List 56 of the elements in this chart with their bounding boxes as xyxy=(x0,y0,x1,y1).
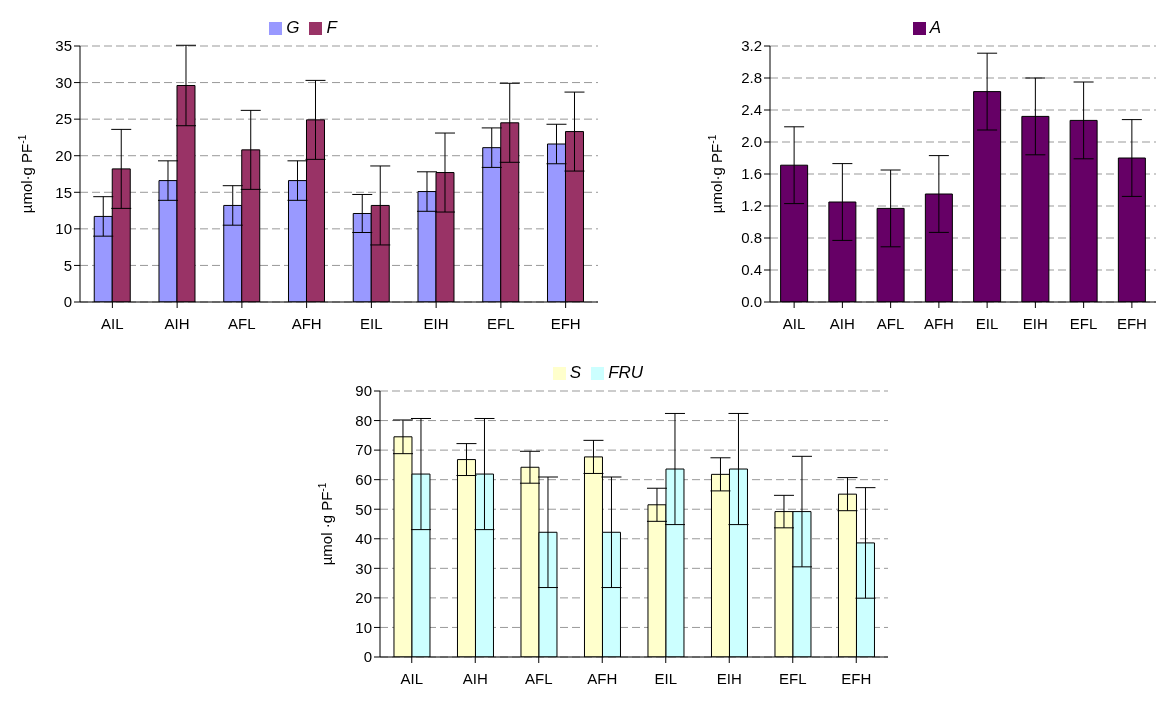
x-tick-label: AFH xyxy=(291,314,322,332)
y-tick-label: 20 xyxy=(55,147,72,165)
y-tick-label: 50 xyxy=(355,500,372,518)
x-tick-label: AIL xyxy=(782,314,806,332)
x-tick-label: AIL xyxy=(101,314,124,332)
x-tick-label: EFL xyxy=(778,669,807,687)
y-tick-label: 35 xyxy=(55,37,72,55)
y-tick-label: 40 xyxy=(355,530,372,548)
y-tick-label: 20 xyxy=(355,589,372,607)
y-tick-label: 90 xyxy=(355,382,372,400)
x-tick-label: EFH xyxy=(1116,314,1147,332)
y-tick-label: 3.2 xyxy=(741,37,762,55)
x-tick-label: AFH xyxy=(587,669,618,687)
y-tick-label: 0.0 xyxy=(741,293,762,311)
y-tick-label: 80 xyxy=(355,411,372,429)
y-tick-label: 1.6 xyxy=(741,165,762,183)
y-tick-label: 70 xyxy=(355,441,372,459)
y-tick-label: 2.0 xyxy=(741,133,762,151)
x-tick-label: AFL xyxy=(228,314,256,332)
y-tick-label: 25 xyxy=(55,110,72,128)
x-tick-label: AIH xyxy=(829,314,855,332)
x-tick-label: EFH xyxy=(550,314,581,332)
legend-label: S xyxy=(569,363,582,382)
legend-label: FRU xyxy=(608,363,644,382)
y-tick-label: 15 xyxy=(55,183,72,201)
x-tick-label: EIH xyxy=(716,669,742,687)
y-tick-label: 2.8 xyxy=(741,69,762,87)
x-tick-label: EFH xyxy=(841,669,872,687)
y-tick-label: 0 xyxy=(63,293,72,311)
x-tick-label: AFL xyxy=(524,669,553,687)
x-tick-label: EFL xyxy=(1069,314,1098,332)
x-tick-label: AFL xyxy=(876,314,905,332)
x-tick-label: AIH xyxy=(164,314,190,332)
x-tick-label: AIH xyxy=(462,669,488,687)
legend-label: A xyxy=(929,18,942,37)
y-tick-label: 2.4 xyxy=(741,101,762,119)
y-tick-label: 0.8 xyxy=(741,229,762,247)
y-tick-label: 10 xyxy=(55,220,72,238)
x-tick-label: EIL xyxy=(975,314,999,332)
legend-label: F xyxy=(326,18,337,37)
y-tick-label: 30 xyxy=(355,559,372,577)
y-tick-label: 0 xyxy=(363,648,372,666)
y-tick-label: 5 xyxy=(63,256,72,274)
x-tick-label: EIH xyxy=(1022,314,1048,332)
x-tick-label: EIL xyxy=(654,669,678,687)
x-tick-label: EIH xyxy=(423,314,449,332)
y-tick-label: 1.2 xyxy=(741,197,762,215)
x-tick-label: EFL xyxy=(487,314,515,332)
x-tick-label: AIL xyxy=(400,669,424,687)
x-tick-label: EIL xyxy=(360,314,383,332)
y-tick-label: 30 xyxy=(55,73,72,91)
y-tick-label: 10 xyxy=(355,618,372,636)
legend-label: G xyxy=(286,18,300,37)
y-tick-label: 60 xyxy=(355,470,372,488)
x-tick-label: AFH xyxy=(923,314,954,332)
y-tick-label: 0.4 xyxy=(741,261,762,279)
